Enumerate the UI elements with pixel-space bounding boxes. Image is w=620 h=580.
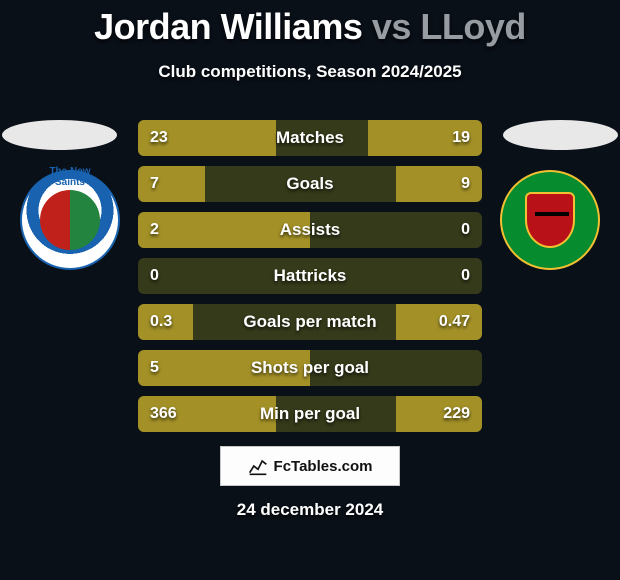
stat-label: Goals [138, 166, 482, 202]
stat-row: 79Goals [138, 166, 482, 202]
subtitle: Club competitions, Season 2024/2025 [0, 62, 620, 82]
stat-row: 0.30.47Goals per match [138, 304, 482, 340]
stat-row: 2319Matches [138, 120, 482, 156]
stat-label: Assists [138, 212, 482, 248]
club-crest-left: The NewSaints [20, 170, 120, 270]
title-vs: vs [362, 6, 420, 47]
stat-label: Shots per goal [138, 350, 482, 386]
stat-label: Hattricks [138, 258, 482, 294]
stat-label: Min per goal [138, 396, 482, 432]
crest-inner-left: The NewSaints [40, 190, 100, 250]
chart-icon [248, 456, 268, 476]
player-photo-placeholder-right [503, 120, 618, 150]
watermark-text: FcTables.com [274, 458, 373, 475]
stats-bars-container: 2319Matches 79Goals 20Assists 00Hattricks 0.… [138, 120, 482, 442]
watermark[interactable]: FcTables.com [220, 446, 400, 486]
crest-text-left: The NewSaints [40, 166, 100, 188]
player-photo-placeholder-left [2, 120, 117, 150]
title-player-left: Jordan Williams [94, 6, 362, 47]
stat-row: 20Assists [138, 212, 482, 248]
date-text: 24 december 2024 [0, 500, 620, 520]
stat-row: 00Hattricks [138, 258, 482, 294]
stat-row: 5Shots per goal [138, 350, 482, 386]
crest-shield-right [525, 192, 575, 248]
page-title: Jordan Williams vs LLoyd [0, 0, 620, 48]
stat-label: Goals per match [138, 304, 482, 340]
stat-row: 366229Min per goal [138, 396, 482, 432]
title-player-right: LLoyd [420, 6, 525, 47]
stat-label: Matches [138, 120, 482, 156]
club-crest-right [500, 170, 600, 270]
